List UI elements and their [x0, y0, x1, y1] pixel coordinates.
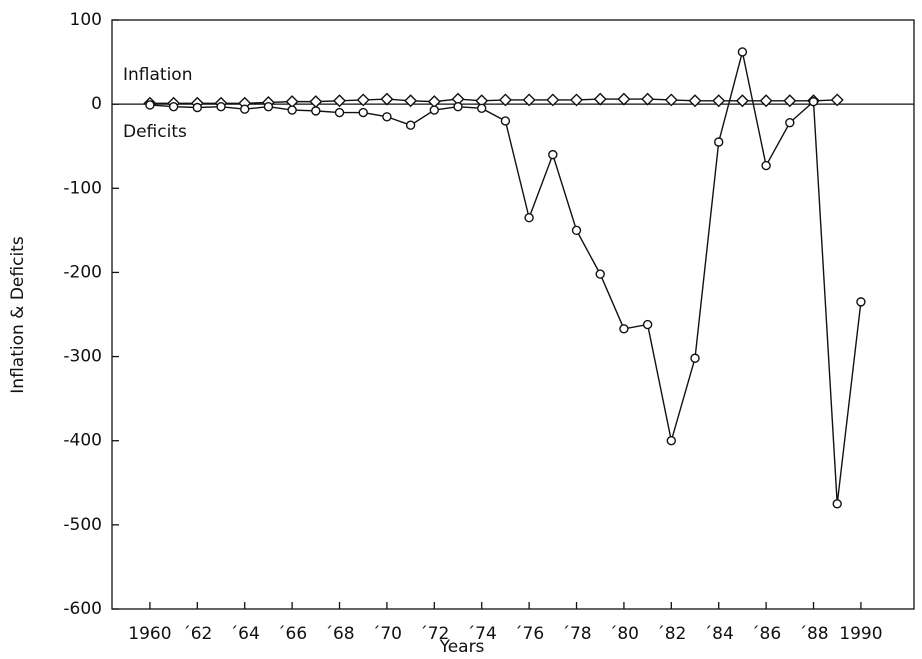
y-tick-label: -400: [63, 431, 102, 451]
x-tick-label: ´64: [230, 624, 260, 644]
circle-marker: [666, 436, 677, 446]
circle-marker: [690, 353, 700, 363]
x-tick-label: ´62: [182, 624, 212, 644]
circle-marker: [619, 324, 629, 334]
diamond-marker: [830, 93, 844, 107]
y-tick-label: -200: [63, 262, 102, 282]
circle-marker: [500, 116, 511, 126]
circle-marker: [429, 105, 440, 115]
circle-marker: [808, 96, 819, 107]
x-axis-label: Years: [439, 637, 485, 657]
diamond-marker: [783, 94, 797, 108]
diamond-marker: [712, 94, 726, 108]
diamond-marker: [688, 94, 702, 108]
circle-marker: [287, 105, 297, 115]
x-tick-label: ´84: [704, 624, 734, 644]
series-line: [149, 98, 838, 105]
circle-marker: [263, 101, 274, 112]
x-tick-label: 1960: [128, 624, 171, 644]
circle-marker: [642, 319, 653, 330]
circle-marker: [714, 137, 724, 147]
circle-marker: [240, 104, 250, 114]
diamond-marker: [641, 92, 655, 106]
circle-marker: [382, 112, 392, 122]
y-tick-label: -600: [63, 599, 102, 619]
diamond-marker: [664, 93, 678, 107]
circle-marker: [737, 47, 748, 57]
y-tick-label: -100: [63, 178, 102, 198]
diamond-marker: [356, 93, 370, 107]
circle-marker: [571, 225, 582, 236]
x-tick-label: 1990: [839, 624, 882, 644]
circle-marker: [548, 149, 558, 160]
circle-marker: [453, 101, 463, 112]
x-tick-label: ´70: [372, 624, 402, 644]
y-tick-label: 0: [91, 94, 102, 114]
y-tick-label: 100: [70, 10, 102, 30]
diamond-marker: [522, 93, 536, 107]
x-tick-label: ´72: [419, 624, 449, 644]
y-tick-label: -300: [63, 347, 102, 367]
circle-marker: [524, 213, 534, 223]
y-tick-label: -500: [63, 515, 102, 535]
diamond-marker: [546, 93, 560, 107]
circle-marker: [216, 101, 226, 112]
circle-marker: [168, 101, 179, 112]
diamond-marker: [759, 94, 773, 108]
x-tick-label: ´66: [277, 624, 307, 644]
x-tick-label: ´78: [561, 624, 591, 644]
circle-marker: [145, 100, 155, 110]
x-tick-label: ´86: [751, 624, 781, 644]
diamond-marker: [593, 92, 607, 106]
circle-marker: [856, 297, 866, 307]
diamond-marker: [404, 94, 418, 108]
x-tick-label: ´82: [656, 624, 686, 644]
circle-marker: [405, 120, 416, 130]
diamond-marker: [735, 94, 749, 108]
x-tick-label: ´88: [798, 624, 828, 644]
circle-marker: [832, 499, 842, 509]
x-tick-label: ´80: [609, 624, 639, 644]
circle-marker: [192, 102, 203, 113]
x-tick-label: ´74: [467, 624, 497, 644]
circle-marker: [334, 107, 345, 118]
diamond-marker: [333, 94, 347, 108]
diamond-marker: [570, 93, 584, 107]
x-tick-label: ´76: [514, 624, 544, 644]
circle-marker: [358, 107, 368, 118]
y-axis-label: Inflation & Deficits: [8, 236, 28, 394]
circle-marker: [311, 106, 321, 116]
circle-marker: [595, 269, 605, 279]
diamond-marker: [498, 93, 512, 107]
x-tick-label: ´68: [324, 624, 354, 644]
circle-marker: [785, 117, 795, 128]
series-label: Inflation: [123, 65, 192, 85]
series-label: Deficits: [123, 122, 187, 142]
circle-marker: [761, 160, 771, 171]
diamond-marker: [309, 95, 323, 109]
diamond-marker: [617, 92, 631, 106]
diamond-marker: [380, 92, 394, 106]
plot-frame: [111, 19, 915, 610]
circle-marker: [477, 103, 487, 114]
